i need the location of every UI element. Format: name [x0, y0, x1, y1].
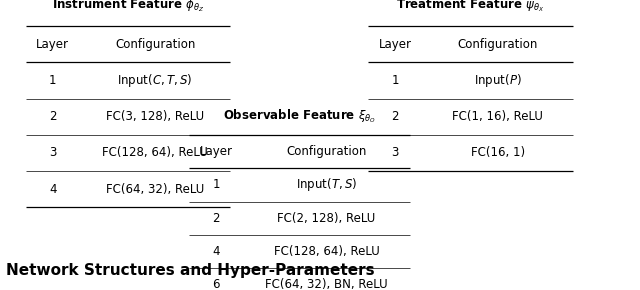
Text: FC(16, 1): FC(16, 1)	[470, 146, 525, 160]
Text: 1: 1	[212, 178, 220, 191]
Text: 4: 4	[212, 245, 220, 258]
Text: Observable Feature $\xi_{\theta_O}$: Observable Feature $\xi_{\theta_O}$	[223, 108, 376, 125]
Text: Input$(C, T, S)$: Input$(C, T, S)$	[118, 72, 193, 89]
Text: 2: 2	[49, 110, 56, 123]
Text: FC(1, 16), ReLU: FC(1, 16), ReLU	[452, 110, 543, 123]
Text: Layer: Layer	[36, 38, 69, 51]
Text: 3: 3	[392, 146, 399, 160]
Text: 1: 1	[49, 74, 56, 87]
Text: FC(3, 128), ReLU: FC(3, 128), ReLU	[106, 110, 204, 123]
Text: FC(2, 128), ReLU: FC(2, 128), ReLU	[277, 212, 376, 225]
Text: Instrument Feature $\phi_{\theta_Z}$: Instrument Feature $\phi_{\theta_Z}$	[52, 0, 204, 14]
Text: Configuration: Configuration	[286, 145, 367, 158]
Text: FC(128, 64), ReLU: FC(128, 64), ReLU	[273, 245, 380, 258]
Text: 3: 3	[49, 146, 56, 160]
Text: Treatment Feature $\psi_{\theta_X}$: Treatment Feature $\psi_{\theta_X}$	[396, 0, 545, 14]
Text: Layer: Layer	[379, 38, 412, 51]
Text: Configuration: Configuration	[458, 38, 538, 51]
Text: Layer: Layer	[200, 145, 232, 158]
Text: FC(64, 32), BN, ReLU: FC(64, 32), BN, ReLU	[265, 278, 388, 290]
Text: 2: 2	[212, 212, 220, 225]
Text: 1: 1	[392, 74, 399, 87]
Text: Configuration: Configuration	[115, 38, 195, 51]
Text: 4: 4	[49, 183, 56, 196]
Text: FC(64, 32), ReLU: FC(64, 32), ReLU	[106, 183, 204, 196]
Text: FC(128, 64), ReLU: FC(128, 64), ReLU	[102, 146, 208, 160]
Text: Network Structures and Hyper-Parameters: Network Structures and Hyper-Parameters	[6, 263, 375, 278]
Text: Input$(P)$: Input$(P)$	[474, 72, 522, 89]
Text: 6: 6	[212, 278, 220, 290]
Text: Input$(T, S)$: Input$(T, S)$	[296, 176, 357, 193]
Text: 2: 2	[392, 110, 399, 123]
